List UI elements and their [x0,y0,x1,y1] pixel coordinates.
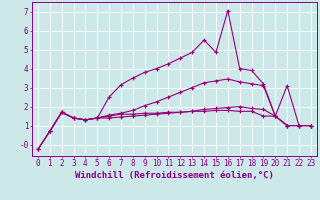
X-axis label: Windchill (Refroidissement éolien,°C): Windchill (Refroidissement éolien,°C) [75,171,274,180]
